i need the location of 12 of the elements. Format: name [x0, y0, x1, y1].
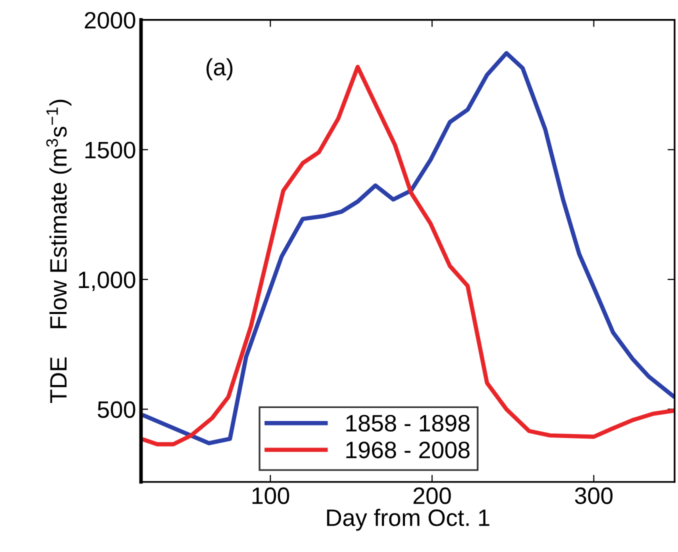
- y-tick-label: 1500: [85, 142, 136, 158]
- y-tick-label: 500: [98, 401, 136, 418]
- y-tick-label: 1,000: [78, 272, 136, 292]
- x-tick-label: 300: [574, 487, 613, 504]
- y-tick-label: 2000: [84, 12, 136, 29]
- x-tick-label: 200: [414, 487, 451, 504]
- y-axis-title: TDE Flow Estimate (m$^{3}$s$^{−1}$): [46, 100, 72, 403]
- legend-label: 1858 - 1898: [346, 414, 470, 432]
- x-axis-title: Day from Oct. 1: [327, 508, 490, 531]
- legend-label: 1968 - 2008: [346, 442, 470, 458]
- annotation: (a): [206, 58, 232, 80]
- x-tick-label: 100: [252, 487, 290, 504]
